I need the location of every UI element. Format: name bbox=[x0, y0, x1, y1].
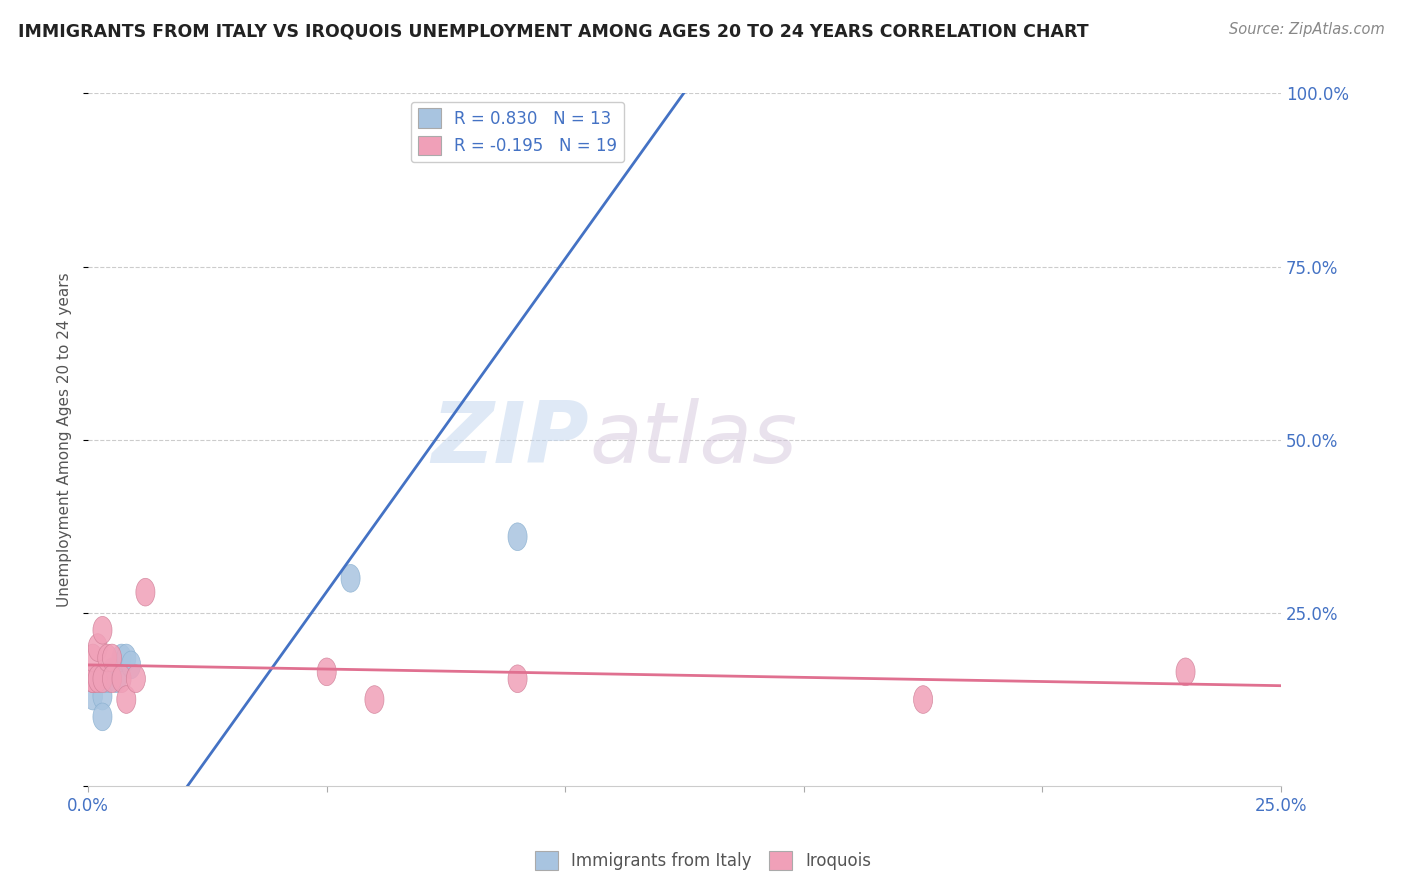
Ellipse shape bbox=[103, 658, 121, 686]
Ellipse shape bbox=[121, 651, 141, 679]
Ellipse shape bbox=[83, 665, 103, 692]
Ellipse shape bbox=[1175, 658, 1195, 686]
Ellipse shape bbox=[508, 523, 527, 550]
Ellipse shape bbox=[117, 644, 136, 672]
Ellipse shape bbox=[93, 616, 112, 644]
Ellipse shape bbox=[342, 565, 360, 592]
Ellipse shape bbox=[93, 665, 112, 692]
Ellipse shape bbox=[107, 665, 127, 692]
Ellipse shape bbox=[112, 644, 131, 672]
Ellipse shape bbox=[366, 686, 384, 714]
Ellipse shape bbox=[914, 686, 932, 714]
Ellipse shape bbox=[127, 665, 145, 692]
Ellipse shape bbox=[83, 665, 103, 692]
Ellipse shape bbox=[103, 665, 121, 692]
Legend: R = 0.830   N = 13, R = -0.195   N = 19: R = 0.830 N = 13, R = -0.195 N = 19 bbox=[411, 102, 624, 161]
Ellipse shape bbox=[117, 686, 136, 714]
Y-axis label: Unemployment Among Ages 20 to 24 years: Unemployment Among Ages 20 to 24 years bbox=[58, 272, 72, 607]
Ellipse shape bbox=[93, 682, 112, 710]
Text: ZIP: ZIP bbox=[432, 398, 589, 482]
Ellipse shape bbox=[136, 578, 155, 606]
Ellipse shape bbox=[89, 665, 107, 692]
Ellipse shape bbox=[83, 665, 103, 692]
Ellipse shape bbox=[89, 665, 107, 692]
Ellipse shape bbox=[318, 658, 336, 686]
Ellipse shape bbox=[83, 644, 103, 672]
Ellipse shape bbox=[89, 633, 107, 662]
Text: Source: ZipAtlas.com: Source: ZipAtlas.com bbox=[1229, 22, 1385, 37]
Ellipse shape bbox=[508, 665, 527, 692]
Ellipse shape bbox=[103, 644, 121, 672]
Legend: Immigrants from Italy, Iroquois: Immigrants from Italy, Iroquois bbox=[529, 844, 877, 877]
Text: IMMIGRANTS FROM ITALY VS IROQUOIS UNEMPLOYMENT AMONG AGES 20 TO 24 YEARS CORRELA: IMMIGRANTS FROM ITALY VS IROQUOIS UNEMPL… bbox=[18, 22, 1088, 40]
Ellipse shape bbox=[83, 682, 103, 710]
Ellipse shape bbox=[112, 665, 131, 692]
Text: atlas: atlas bbox=[589, 398, 797, 482]
Ellipse shape bbox=[97, 644, 117, 672]
Ellipse shape bbox=[93, 703, 112, 731]
Ellipse shape bbox=[97, 665, 117, 692]
